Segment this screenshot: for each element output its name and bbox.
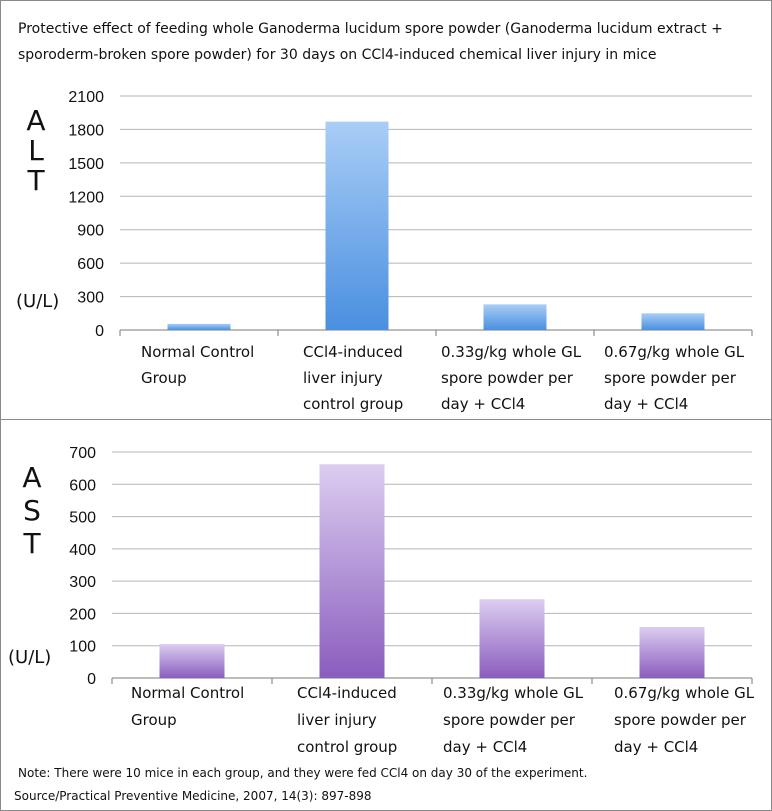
alt-bar-1 <box>167 323 231 330</box>
alt-category-label: CCl4-induced <box>303 343 403 361</box>
alt-category-label: day + CCl4 <box>441 395 525 413</box>
alt-category-label: 0.33g/kg whole GL <box>441 343 582 361</box>
ast-y-tick-label: 700 <box>69 445 96 462</box>
ast-bar-4 <box>639 626 705 678</box>
chart-title: Protective effect of feeding whole Ganod… <box>18 21 723 63</box>
ast-y-tick-label: 300 <box>69 574 96 591</box>
ast-category-label: control group <box>297 738 397 756</box>
ast-ylabel-letter: A <box>22 461 41 494</box>
alt-ylabel-letter: T <box>26 164 45 197</box>
ast-bar-3 <box>479 599 545 678</box>
alt-category-label: spore powder per <box>441 369 574 387</box>
footnote: Note: There were 10 mice in each group, … <box>18 766 588 780</box>
ast-y-tick-label: 200 <box>69 606 96 623</box>
ast-category-label: Normal Control <box>131 684 244 702</box>
alt-y-tick-label: 0 <box>95 323 104 340</box>
ast-ylabel-letter: S <box>23 494 41 527</box>
alt-y-tick-label: 1800 <box>68 122 104 139</box>
ast-category-label: 0.67g/kg whole GL <box>614 684 755 702</box>
ast-y-tick-label: 600 <box>69 477 96 494</box>
alt-category-label: day + CCl4 <box>604 395 688 413</box>
ast-category-label: CCl4-induced <box>297 684 397 702</box>
alt-category-label: control group <box>303 395 403 413</box>
alt-y-tick-label: 2100 <box>68 89 104 106</box>
alt-unit-label: (U/L) <box>16 291 59 312</box>
alt-y-tick-label: 1200 <box>68 189 104 206</box>
ast-category-label: liver injury <box>297 711 377 729</box>
alt-ylabel-letter: A <box>26 104 45 137</box>
ast-category-label: day + CCl4 <box>443 738 527 756</box>
alt-category-label: 0.67g/kg whole GL <box>604 343 745 361</box>
alt-bar-3 <box>483 304 547 330</box>
ast-bar-2 <box>319 464 385 678</box>
ast-unit-label: (U/L) <box>8 647 51 668</box>
alt-y-tick-label: 600 <box>77 256 104 273</box>
alt-y-tick-label: 1500 <box>68 156 104 173</box>
ast-y-tick-label: 100 <box>69 639 96 656</box>
ast-y-tick-label: 500 <box>69 510 96 527</box>
alt-y-tick-label: 300 <box>77 290 104 307</box>
ast-category-label: 0.33g/kg whole GL <box>443 684 584 702</box>
ast-category-label: spore powder per <box>614 711 747 729</box>
alt-category-label: Group <box>141 369 187 387</box>
ast-bar-1 <box>159 644 225 678</box>
ast-y-tick-label: 0 <box>87 671 96 688</box>
alt-y-tick-label: 900 <box>77 223 104 240</box>
alt-category-label: liver injury <box>303 369 383 387</box>
alt-category-label: spore powder per <box>604 369 737 387</box>
source-citation: Source/Practical Preventive Medicine, 20… <box>14 789 372 803</box>
ast-category-label: day + CCl4 <box>614 738 698 756</box>
ast-ylabel-letter: T <box>22 527 41 560</box>
alt-bar-2 <box>325 121 389 330</box>
ast-y-tick-label: 400 <box>69 542 96 559</box>
alt-category-label: Normal Control <box>141 343 254 361</box>
alt-bar-4 <box>641 313 705 330</box>
alt-ylabel-letter: L <box>28 134 44 167</box>
ast-category-label: Group <box>131 711 177 729</box>
ast-category-label: spore powder per <box>443 711 576 729</box>
